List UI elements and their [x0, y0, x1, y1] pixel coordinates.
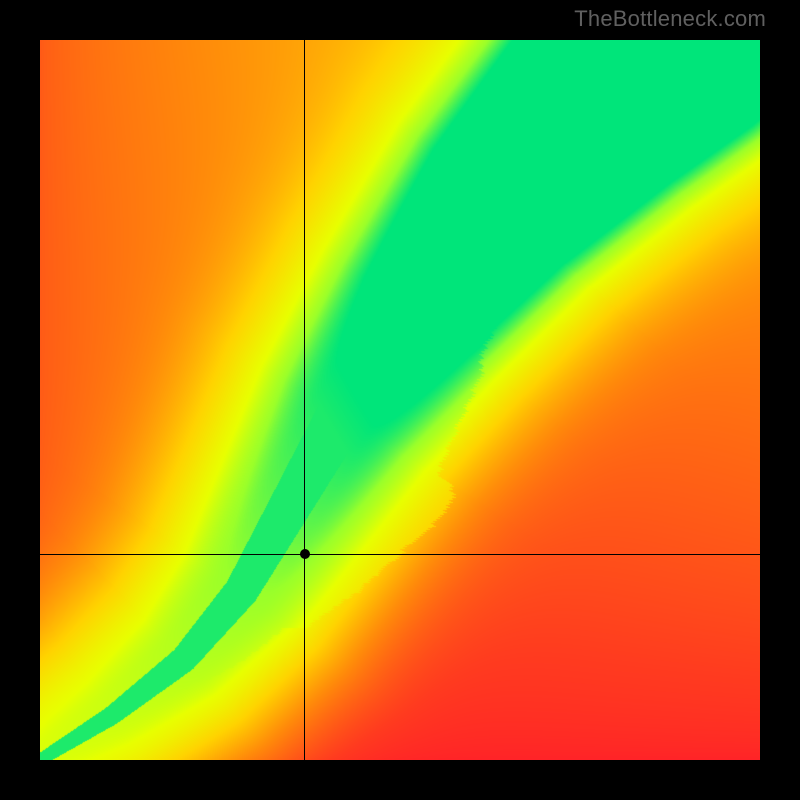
watermark-text: TheBottleneck.com: [574, 6, 766, 32]
chart-container: TheBottleneck.com: [0, 0, 800, 800]
heatmap-canvas: [40, 40, 760, 760]
heatmap-plot: [40, 40, 760, 760]
